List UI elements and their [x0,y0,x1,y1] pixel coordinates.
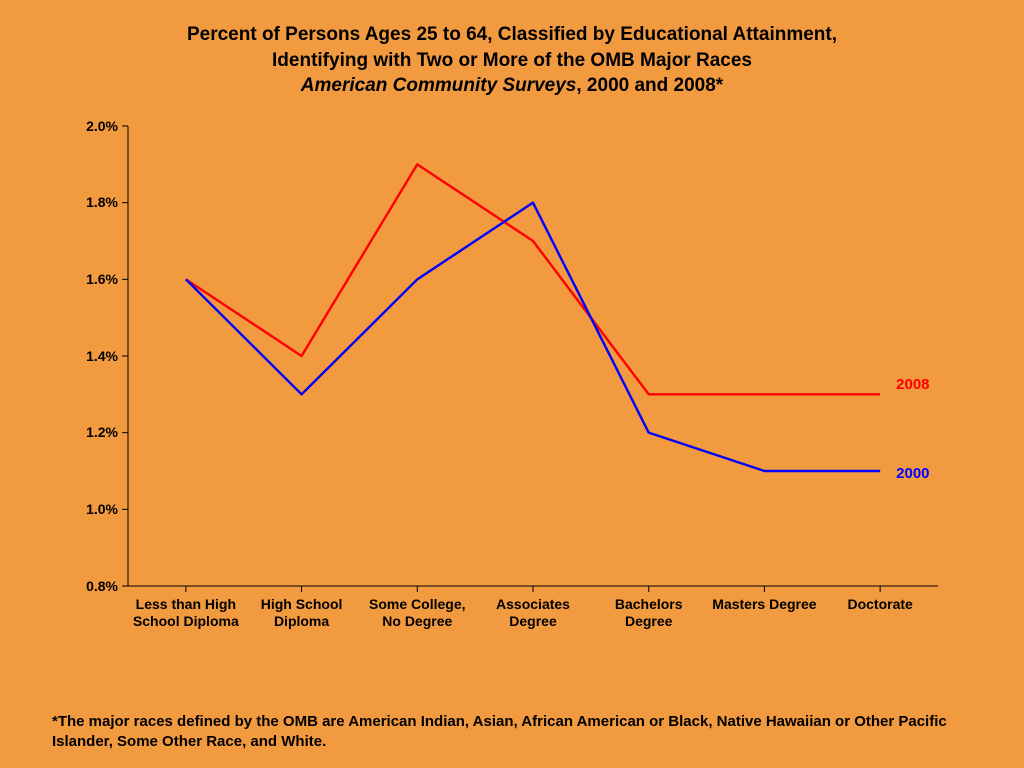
y-tick-label: 1.4% [68,348,118,364]
x-tick-label: Less than High School Diploma [131,596,241,630]
x-tick-label: Associates Degree [478,596,588,630]
x-tick-label: Some College, No Degree [362,596,472,630]
y-tick-label: 1.8% [68,194,118,210]
chart-stage: Percent of Persons Ages 25 to 64, Classi… [0,0,1024,768]
x-tick-label: Bachelors Degree [594,596,704,630]
x-tick-label: High School Diploma [247,596,357,630]
x-tick-label: Doctorate [825,596,935,613]
y-tick-label: 1.6% [68,271,118,287]
x-tick-label: Masters Degree [709,596,819,613]
y-tick-label: 1.0% [68,501,118,517]
series-label-2008: 2008 [896,376,929,393]
y-tick-label: 2.0% [68,118,118,134]
series-line-2008 [186,164,880,394]
y-tick-label: 1.2% [68,424,118,440]
series-label-2000: 2000 [896,465,929,482]
chart-svg [0,0,1024,768]
y-tick-label: 0.8% [68,578,118,594]
